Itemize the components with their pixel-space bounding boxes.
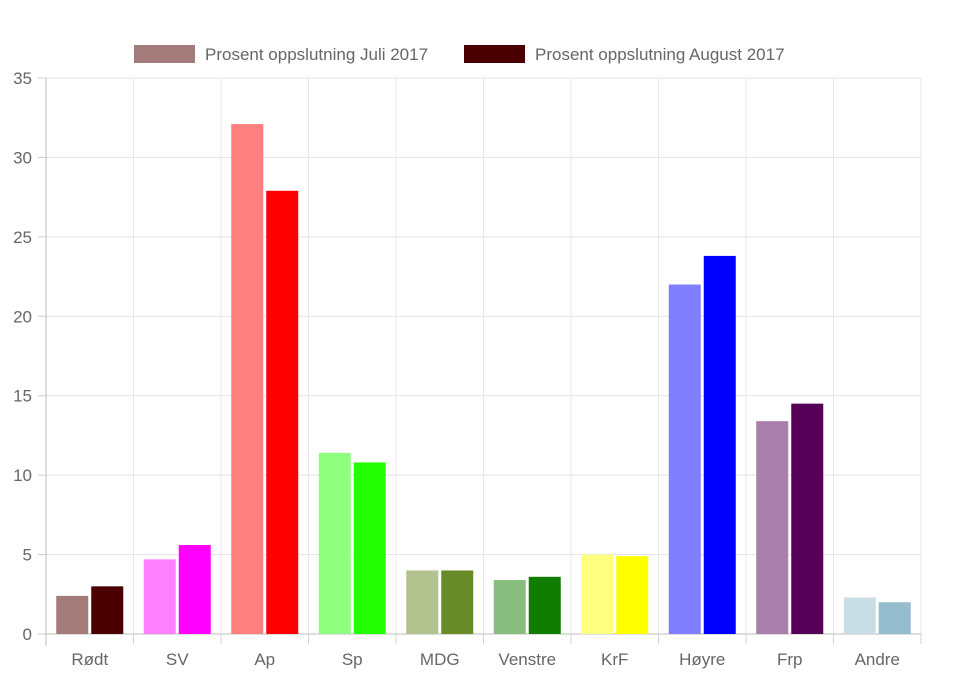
legend-swatch bbox=[464, 45, 525, 63]
bar-juli bbox=[406, 570, 439, 634]
y-tick-label: 5 bbox=[23, 546, 32, 565]
grid-lines bbox=[46, 77, 922, 634]
x-tick-label: Sp bbox=[342, 650, 363, 669]
bar-august bbox=[528, 576, 561, 634]
bar-august bbox=[616, 556, 649, 634]
bar-juli bbox=[668, 284, 701, 634]
y-tick-label: 25 bbox=[13, 228, 32, 247]
x-tick-label: MDG bbox=[420, 650, 460, 669]
y-tick-labels: 0 5 10 15 20 25 30 35 bbox=[13, 69, 32, 644]
x-tick-label: Rødt bbox=[71, 650, 108, 669]
bar-august bbox=[441, 570, 474, 634]
x-tick-label: Venstre bbox=[498, 650, 556, 669]
y-tick-label: 35 bbox=[13, 69, 32, 88]
x-tick-label: KrF bbox=[601, 650, 628, 669]
y-tick-label: 15 bbox=[13, 387, 32, 406]
bar-august bbox=[703, 255, 736, 635]
y-tick-label: 20 bbox=[13, 307, 32, 326]
bar-juli bbox=[756, 421, 789, 634]
y-tick-label: 0 bbox=[23, 625, 32, 644]
bar-juli bbox=[581, 554, 614, 634]
x-tick-labels: Rødt SV Ap Sp MDG Venstre KrF Høyre Frp Andre bbox=[71, 650, 900, 669]
bar-august bbox=[266, 190, 299, 634]
bar-august bbox=[91, 586, 124, 634]
bar-juli bbox=[56, 595, 89, 634]
legend-label: Prosent oppslutning Juli 2017 bbox=[205, 45, 428, 64]
x-tick-label: Høyre bbox=[679, 650, 725, 669]
x-tick-label: SV bbox=[166, 650, 189, 669]
bar-august bbox=[878, 602, 911, 634]
x-tick-label: Ap bbox=[254, 650, 275, 669]
legend: Prosent oppslutning Juli 2017 Prosent opp… bbox=[134, 45, 785, 64]
bar-juli bbox=[143, 559, 176, 634]
bar-juli bbox=[231, 124, 264, 634]
bar-juli bbox=[318, 452, 351, 634]
y-tick-label: 10 bbox=[13, 466, 32, 485]
bar-juli bbox=[493, 579, 526, 634]
y-tick-label: 30 bbox=[13, 148, 32, 167]
x-tick-label: Andre bbox=[855, 650, 900, 669]
bar-juli bbox=[843, 597, 876, 634]
bar-august bbox=[791, 403, 824, 634]
x-tick-label: Frp bbox=[777, 650, 803, 669]
legend-swatch bbox=[134, 45, 195, 63]
bars bbox=[56, 124, 911, 635]
bar-august bbox=[178, 545, 211, 634]
legend-label: Prosent oppslutning August 2017 bbox=[535, 45, 785, 64]
bar-august bbox=[353, 462, 386, 634]
